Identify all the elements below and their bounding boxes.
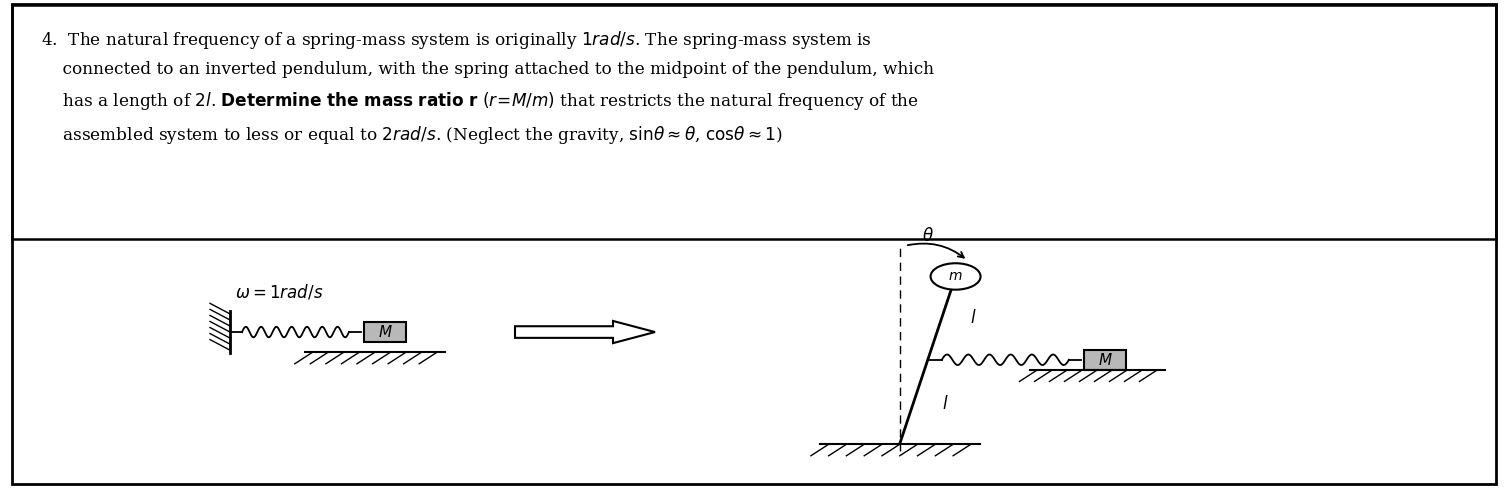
Text: $M$: $M$: [377, 324, 392, 340]
Circle shape: [930, 263, 980, 290]
Bar: [1084, 350, 1126, 370]
Text: $M$: $M$: [1098, 352, 1113, 368]
Text: $\theta$: $\theta$: [921, 227, 933, 245]
Text: $l$: $l$: [970, 309, 976, 327]
Bar: [363, 322, 406, 342]
Text: $l$: $l$: [942, 395, 949, 413]
Text: $\omega = 1rad/s$: $\omega = 1rad/s$: [235, 283, 323, 302]
FancyArrow shape: [516, 321, 654, 343]
Text: 4.  The natural frequency of a spring-mass system is originally $\mathit{1rad/s}: 4. The natural frequency of a spring-mas…: [41, 29, 933, 146]
Text: $m$: $m$: [949, 269, 962, 284]
